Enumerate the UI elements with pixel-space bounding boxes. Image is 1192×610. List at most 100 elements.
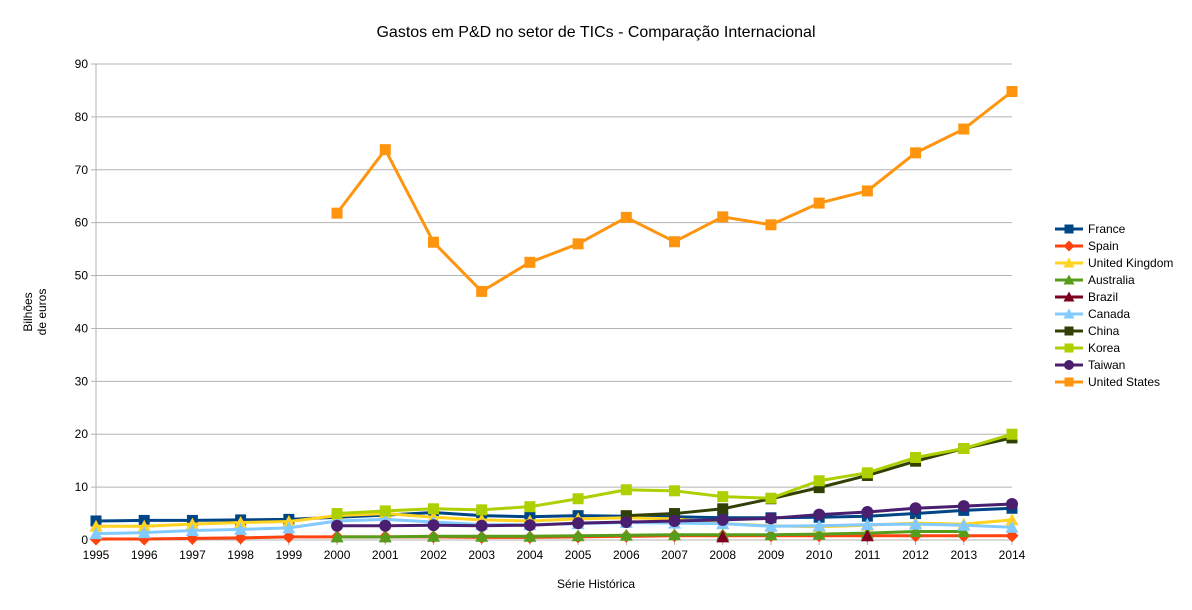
data-point-united-states	[379, 144, 391, 156]
data-point-canada	[812, 519, 826, 532]
data-point-australia	[523, 529, 537, 542]
data-point-korea	[910, 451, 922, 463]
y-tick-label: 20	[75, 427, 89, 441]
legend-label-china: China	[1088, 324, 1120, 338]
data-point-australia	[909, 525, 923, 538]
y-tick-label: 0	[81, 533, 88, 547]
x-tick-label: 2004	[517, 548, 544, 562]
data-point-taiwan	[572, 517, 585, 530]
grid	[96, 63, 1012, 541]
data-point-australia	[957, 525, 971, 538]
x-tick-label: 1997	[179, 548, 206, 562]
legend-item-korea: Korea	[1055, 341, 1120, 355]
data-point-australia	[426, 529, 440, 542]
x-tick-label: 2010	[806, 548, 833, 562]
legend-marker-australia	[1063, 274, 1075, 285]
x-tick-label: 1998	[227, 548, 254, 562]
series-layer	[89, 86, 1019, 546]
legend-label-united-kingdom: United Kingdom	[1088, 256, 1173, 270]
data-point-united-kingdom	[1005, 513, 1019, 526]
data-point-united-kingdom	[185, 517, 199, 530]
legend-label-australia: Australia	[1088, 273, 1135, 287]
y-tick-label: 50	[75, 269, 89, 283]
y-tick-label: 70	[75, 163, 89, 177]
data-point-taiwan	[523, 519, 536, 532]
data-point-united-states	[572, 238, 584, 250]
y-tick-label: 60	[75, 216, 89, 230]
data-point-korea	[379, 505, 391, 517]
legend-marker-korea	[1064, 343, 1074, 353]
legend-item-united-kingdom: United Kingdom	[1055, 256, 1173, 270]
data-point-canada	[89, 527, 103, 540]
data-point-korea	[958, 443, 970, 455]
x-tick-label: 2005	[565, 548, 592, 562]
data-point-united-states	[813, 197, 825, 209]
data-point-taiwan	[427, 519, 440, 532]
data-point-australia	[668, 528, 682, 541]
legend-item-united-states: United States	[1055, 375, 1160, 389]
data-point-taiwan	[620, 516, 633, 529]
x-tick-label: 2000	[324, 548, 351, 562]
data-point-china	[813, 482, 825, 494]
series-united-states	[331, 86, 1018, 297]
legend-item-australia: Australia	[1055, 273, 1135, 287]
data-point-canada	[909, 517, 923, 530]
data-point-canada	[282, 521, 296, 534]
data-point-united-states	[1006, 86, 1018, 98]
data-point-united-states	[765, 219, 777, 231]
y-axis-label-line-1: Bilhões	[21, 292, 35, 331]
legend-marker-united-kingdom	[1063, 257, 1075, 268]
data-point-korea	[669, 485, 681, 497]
data-point-taiwan	[668, 514, 681, 527]
series-korea	[331, 428, 1018, 520]
x-tick-label: 2007	[661, 548, 688, 562]
y-tick-label: 30	[75, 374, 89, 388]
data-point-korea	[813, 475, 825, 487]
data-point-taiwan	[813, 508, 826, 521]
series-line-australia	[337, 530, 964, 539]
series-australia	[330, 525, 971, 543]
legend-label-france: France	[1088, 222, 1126, 236]
data-point-united-states	[910, 147, 922, 159]
data-point-canada	[860, 518, 874, 531]
x-tick-label: 1996	[131, 548, 158, 562]
legend-marker-france	[1064, 224, 1074, 234]
x-tick-label: 2001	[372, 548, 399, 562]
legend-item-brazil: Brazil	[1055, 290, 1118, 304]
data-point-taiwan	[909, 502, 922, 515]
data-point-brazil	[860, 529, 874, 542]
legend-item-canada: Canada	[1055, 307, 1130, 321]
data-point-united-states	[524, 256, 536, 268]
x-tick-label: 2006	[613, 548, 640, 562]
data-point-canada	[957, 518, 971, 531]
data-point-taiwan	[331, 519, 344, 532]
data-point-canada	[137, 526, 151, 539]
y-tick-label: 40	[75, 321, 89, 335]
data-point-australia	[764, 528, 778, 541]
data-point-korea	[572, 493, 584, 505]
x-tick-label: 2014	[999, 548, 1026, 562]
data-point-china	[620, 510, 632, 522]
data-point-china	[717, 503, 729, 515]
data-point-taiwan	[764, 512, 777, 525]
series-taiwan	[331, 498, 1018, 532]
data-point-korea	[524, 501, 536, 513]
data-point-korea	[1006, 428, 1018, 440]
series-brazil	[716, 529, 874, 543]
data-point-united-kingdom	[89, 519, 103, 532]
data-point-australia	[571, 529, 585, 542]
data-point-united-states	[958, 123, 970, 135]
legend-marker-spain	[1063, 240, 1075, 252]
data-point-brazil	[716, 530, 730, 543]
data-point-canada	[185, 523, 199, 536]
x-tick-label: 2009	[758, 548, 785, 562]
legend-marker-taiwan	[1064, 360, 1074, 370]
y-axis-label-line-2: de euros	[35, 289, 49, 336]
x-tick-label: 1995	[83, 548, 110, 562]
data-point-australia	[812, 527, 826, 540]
data-point-united-states	[331, 207, 343, 219]
data-point-australia	[378, 530, 392, 543]
legend-item-france: France	[1055, 222, 1126, 236]
legend-marker-united-states	[1064, 377, 1074, 387]
